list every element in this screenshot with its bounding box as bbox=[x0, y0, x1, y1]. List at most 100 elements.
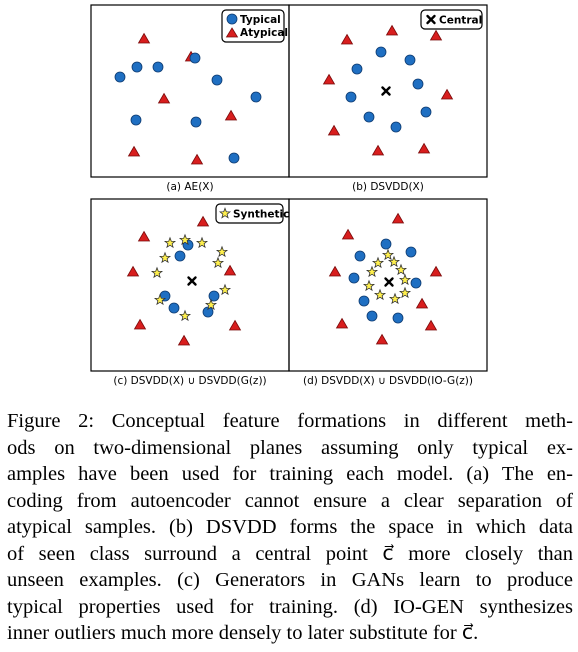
synthetic-star bbox=[381, 248, 395, 261]
legend-box bbox=[221, 9, 285, 43]
central-point-cross bbox=[384, 277, 394, 287]
synthetic-star bbox=[215, 245, 229, 258]
panel-c-label: (c) DSVDD(X) ∪ DSVDD(G(z)) bbox=[113, 375, 266, 387]
typical-circle bbox=[190, 116, 202, 128]
synthetic-star bbox=[371, 256, 385, 269]
atypical-triangle bbox=[137, 230, 151, 242]
caption-line: inner outliers much more densely to late… bbox=[7, 622, 479, 644]
typical-circle bbox=[404, 54, 416, 66]
atypical-triangle bbox=[424, 319, 438, 331]
synthetic-star bbox=[178, 233, 192, 246]
typical-circle bbox=[208, 290, 220, 302]
typical-circle bbox=[366, 310, 378, 322]
synthetic-star bbox=[218, 283, 232, 296]
typical-circle bbox=[351, 63, 363, 75]
panel-d-markers bbox=[328, 212, 443, 345]
synthetic-star bbox=[178, 309, 192, 322]
panel-b-legend: Central bbox=[420, 9, 483, 30]
atypical-triangle bbox=[157, 92, 171, 104]
legend-synthetic-label: Synthetic bbox=[233, 209, 289, 221]
typical-circle bbox=[390, 121, 402, 133]
typical-circle bbox=[358, 295, 370, 307]
synthetic-star bbox=[195, 236, 209, 249]
atypical-triangle bbox=[322, 73, 336, 85]
typical-circle bbox=[363, 111, 375, 123]
panel-c-legend: Synthetic bbox=[215, 203, 289, 224]
atypical-triangle bbox=[228, 319, 242, 331]
typical-circle bbox=[114, 71, 126, 83]
synthetic-star bbox=[211, 256, 225, 269]
typical-circle bbox=[392, 312, 404, 324]
figure: Typical Atypical Central Synthetic (a) A… bbox=[90, 4, 488, 387]
typical-circle bbox=[405, 246, 417, 258]
caption-line: coding from autoencoder cannot ensure a … bbox=[7, 489, 573, 512]
typical-circle bbox=[152, 61, 164, 73]
atypical-triangle bbox=[196, 215, 210, 227]
typical-circle bbox=[354, 250, 366, 262]
typical-circle bbox=[420, 106, 432, 118]
legend-star-icon bbox=[218, 207, 232, 219]
atypical-triangle bbox=[375, 333, 389, 345]
legend-triangle-icon bbox=[225, 27, 239, 38]
synthetic-star bbox=[398, 286, 412, 299]
legend-box bbox=[215, 203, 284, 224]
typical-circle bbox=[380, 238, 392, 250]
atypical-triangle bbox=[385, 24, 399, 36]
typical-circle bbox=[412, 78, 424, 90]
synthetic-star bbox=[150, 266, 164, 279]
atypical-triangle bbox=[429, 265, 443, 277]
synthetic-star bbox=[388, 292, 402, 305]
legend-atypical-label: Atypical bbox=[240, 27, 288, 39]
typical-circle bbox=[228, 152, 240, 164]
panel-b-frame bbox=[288, 4, 488, 178]
atypical-triangle bbox=[223, 264, 237, 276]
caption-line: atypical samples. (b) DSVDD forms the sp… bbox=[7, 516, 573, 538]
atypical-triangle bbox=[177, 334, 191, 346]
synthetic-star bbox=[373, 288, 387, 301]
atypical-triangle bbox=[190, 153, 204, 165]
caption-line: Figure 2: Conceptual feature formations … bbox=[7, 410, 573, 432]
caption-line: ods on two-dimensional planes assuming o… bbox=[7, 436, 573, 459]
atypical-triangle bbox=[340, 33, 354, 45]
atypical-triangle bbox=[127, 145, 141, 157]
panel-b-markers bbox=[322, 24, 454, 156]
atypical-triangle bbox=[341, 228, 355, 240]
central-point-cross bbox=[187, 276, 197, 286]
typical-circle bbox=[131, 61, 143, 73]
panel-d-label: (d) DSVDD(X) ∪ DSVDD(IO-G(z)) bbox=[303, 375, 473, 387]
atypical-triangle bbox=[137, 32, 151, 44]
legend-cross-icon bbox=[426, 14, 436, 25]
legend-circle-icon bbox=[226, 13, 238, 25]
typical-circle bbox=[375, 46, 387, 58]
synthetic-star bbox=[204, 298, 218, 311]
atypical-triangle bbox=[126, 265, 140, 277]
panel-a-label: (a) AE(X) bbox=[166, 181, 213, 193]
caption-line: amples have been used for training each … bbox=[7, 463, 573, 485]
caption-line: unseen examples. (c) Generators in GANs … bbox=[7, 569, 573, 591]
legend-box bbox=[420, 9, 483, 30]
synthetic-star bbox=[362, 279, 376, 292]
synthetic-star bbox=[163, 236, 177, 249]
panel-d-frame bbox=[288, 198, 488, 372]
typical-circle bbox=[250, 91, 262, 103]
atypical-triangle bbox=[371, 144, 385, 156]
atypical-triangle bbox=[440, 88, 454, 100]
caption-line: typical properties used for training. (d… bbox=[7, 595, 573, 618]
typical-circle bbox=[348, 272, 360, 284]
typical-circle bbox=[189, 52, 201, 64]
panel-b-label: (b) DSVDD(X) bbox=[352, 181, 424, 193]
typical-circle bbox=[410, 277, 422, 289]
atypical-triangle bbox=[417, 142, 431, 154]
synthetic-star bbox=[158, 251, 172, 264]
synthetic-star bbox=[398, 273, 412, 286]
atypical-triangle bbox=[391, 212, 405, 224]
typical-circle bbox=[211, 74, 223, 86]
caption-line: of seen class surround a central point c… bbox=[7, 542, 573, 565]
atypical-triangle bbox=[224, 109, 238, 121]
typical-circle bbox=[202, 306, 214, 318]
legend-typical-label: Typical bbox=[240, 14, 281, 26]
synthetic-star bbox=[387, 255, 401, 268]
atypical-triangle bbox=[429, 29, 443, 41]
atypical-triangle bbox=[415, 297, 429, 309]
atypical-triangle bbox=[335, 317, 349, 329]
